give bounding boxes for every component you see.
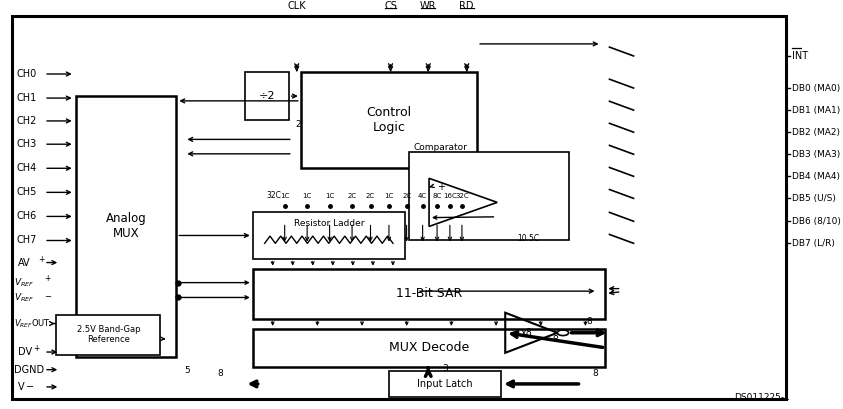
- Text: 2C: 2C: [366, 193, 375, 199]
- Text: 8: 8: [552, 332, 558, 341]
- Text: CS: CS: [384, 1, 397, 11]
- Text: Resistor Ladder: Resistor Ladder: [293, 220, 364, 229]
- Bar: [244, 72, 288, 120]
- Text: 32C: 32C: [266, 191, 281, 200]
- Text: 8: 8: [593, 369, 599, 378]
- Text: 1C: 1C: [325, 193, 334, 199]
- Text: RD: RD: [459, 1, 474, 11]
- Text: $V_{REF}$: $V_{REF}$: [14, 291, 35, 304]
- Text: DB1 (MA1): DB1 (MA1): [792, 106, 840, 115]
- Text: −: −: [437, 213, 445, 222]
- Text: CH4: CH4: [16, 163, 36, 173]
- Text: CLK: CLK: [287, 0, 306, 11]
- Text: CH7: CH7: [16, 236, 36, 245]
- Text: Analog
MUX: Analog MUX: [106, 212, 147, 240]
- Text: V: V: [18, 382, 24, 392]
- Bar: [253, 329, 605, 367]
- Text: x8: x8: [521, 328, 533, 338]
- Bar: [253, 269, 605, 319]
- Text: +: +: [44, 274, 51, 283]
- Text: DB3 (MA3): DB3 (MA3): [792, 150, 840, 159]
- Text: DB5 (U/S): DB5 (U/S): [792, 194, 836, 203]
- Text: $V_{REF}$: $V_{REF}$: [14, 276, 35, 289]
- Text: DB4 (MA4): DB4 (MA4): [792, 172, 840, 181]
- Text: 10.5C: 10.5C: [518, 234, 540, 243]
- Text: DB6 (8/10): DB6 (8/10): [792, 217, 841, 226]
- Text: CH1: CH1: [16, 93, 36, 103]
- Text: WR: WR: [420, 1, 437, 11]
- Bar: [76, 96, 176, 357]
- Bar: [56, 315, 160, 355]
- Text: DB7 (L/R): DB7 (L/R): [792, 239, 835, 248]
- Text: 8: 8: [586, 317, 592, 326]
- Text: 2C: 2C: [402, 193, 411, 199]
- Bar: [389, 371, 502, 397]
- Text: $V_{REF}$OUT: $V_{REF}$OUT: [14, 317, 51, 330]
- Text: 1C: 1C: [280, 193, 289, 199]
- Text: CH3: CH3: [16, 139, 36, 149]
- Text: −: −: [26, 382, 35, 392]
- Text: CH6: CH6: [16, 211, 36, 221]
- Text: ÷2: ÷2: [259, 91, 275, 101]
- Text: INT: INT: [792, 51, 808, 61]
- Text: +: +: [39, 255, 45, 264]
- Text: MUX Decode: MUX Decode: [389, 342, 470, 354]
- Text: 2C: 2C: [347, 193, 357, 199]
- Text: CH5: CH5: [16, 187, 36, 198]
- Text: 8: 8: [217, 369, 223, 378]
- Text: CH0: CH0: [16, 69, 36, 79]
- Text: 2: 2: [296, 120, 301, 129]
- Text: +: +: [437, 182, 445, 192]
- Text: DB0 (MA0): DB0 (MA0): [792, 83, 840, 92]
- Text: DV: DV: [18, 347, 32, 357]
- Text: Input Latch: Input Latch: [417, 379, 473, 389]
- Text: −: −: [44, 292, 51, 301]
- Text: 3: 3: [443, 364, 448, 373]
- Text: 2.5V Band-Gap
Reference: 2.5V Band-Gap Reference: [77, 325, 140, 344]
- Text: AV: AV: [18, 258, 30, 267]
- Text: 16C: 16C: [443, 193, 457, 199]
- Bar: [253, 212, 405, 258]
- Text: +: +: [34, 344, 40, 353]
- Text: 11-Bit SAR: 11-Bit SAR: [396, 287, 462, 300]
- Text: Comparator: Comparator: [413, 143, 467, 152]
- Text: DS011225-1: DS011225-1: [734, 393, 790, 402]
- Text: 5: 5: [185, 366, 191, 375]
- Text: 1C: 1C: [384, 193, 394, 199]
- Bar: [409, 152, 569, 240]
- Bar: [301, 72, 477, 168]
- Text: Control
Logic: Control Logic: [367, 106, 411, 134]
- Text: DGND: DGND: [14, 365, 45, 375]
- Text: 4C: 4C: [418, 193, 427, 199]
- Text: 8C: 8C: [432, 193, 442, 199]
- Text: 32C: 32C: [455, 193, 469, 199]
- Text: 1C: 1C: [303, 193, 312, 199]
- Text: DB2 (MA2): DB2 (MA2): [792, 128, 840, 137]
- Text: CH2: CH2: [16, 116, 36, 126]
